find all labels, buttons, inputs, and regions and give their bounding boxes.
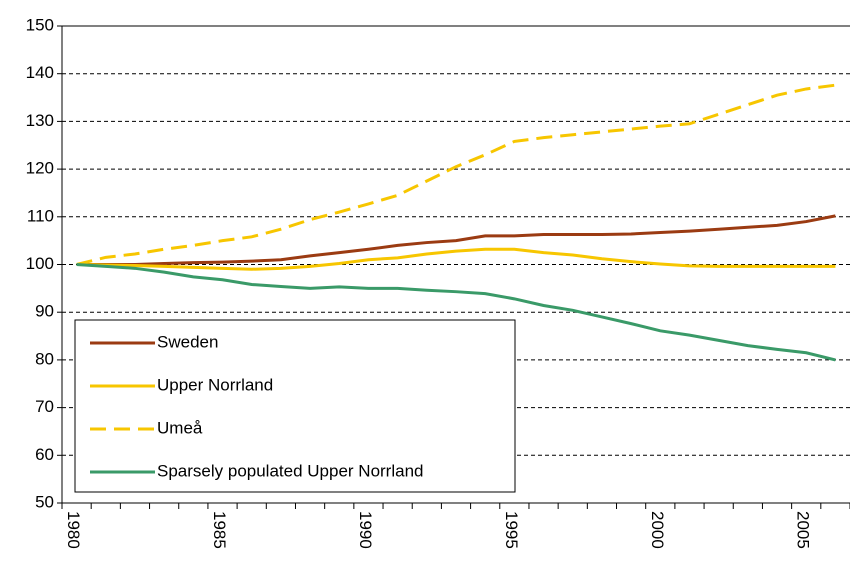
y-tick-label: 110 xyxy=(27,206,54,225)
legend-box xyxy=(74,319,516,493)
y-tick-label: 70 xyxy=(35,397,54,416)
series-line xyxy=(76,263,836,362)
y-tick-label: 120 xyxy=(26,159,54,178)
x-tick-label: 1985 xyxy=(210,511,229,549)
series-line xyxy=(76,247,836,271)
y-tick-label: 60 xyxy=(35,445,54,464)
x-tick-label: 2005 xyxy=(794,511,813,549)
y-tick-label: 80 xyxy=(35,349,54,368)
legend: Sweden Upper Norrland Umeå Sparsely populat… xyxy=(74,319,516,493)
y-tick-label: 100 xyxy=(26,254,54,273)
y-tick-label: 150 xyxy=(26,15,54,34)
series-line xyxy=(76,214,836,266)
y-tick-label: 90 xyxy=(35,302,54,321)
x-tick-label: 2000 xyxy=(648,511,667,549)
y-tick-label: 130 xyxy=(26,111,54,130)
legend-label: Sparsely populated Upper Norrland xyxy=(157,461,424,480)
legend-label: Umeå xyxy=(157,418,203,437)
y-tick-label: 50 xyxy=(35,492,54,511)
legend-label: Upper Norrland xyxy=(157,375,273,394)
legend-label: Sweden xyxy=(157,332,218,351)
x-tick-label: 1980 xyxy=(64,511,83,549)
y-tick-label: 140 xyxy=(26,63,54,82)
x-tick-label: 1995 xyxy=(502,511,521,549)
x-tick-label: 1990 xyxy=(356,511,375,549)
series-line xyxy=(76,83,836,266)
